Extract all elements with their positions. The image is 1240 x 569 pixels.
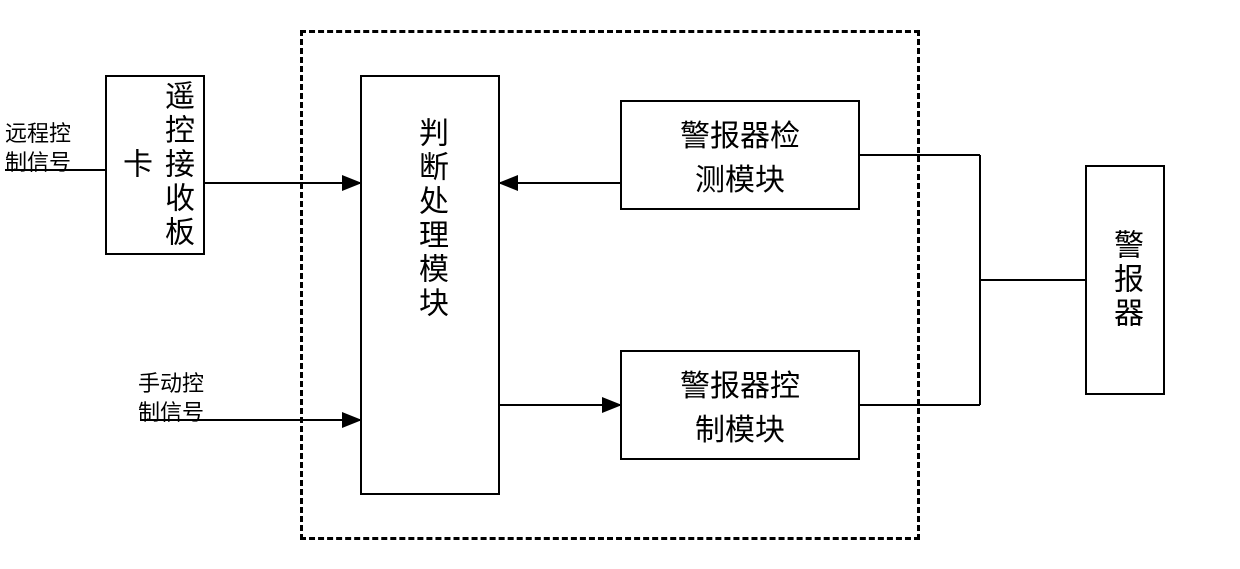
detect-module-text: 警报器检 测模块 — [680, 111, 800, 199]
remote-signal-label: 远程控 制信号 — [5, 120, 80, 170]
detect-line1: 警报器检 — [680, 120, 800, 153]
manual-signal-line1: 手动控 — [138, 371, 204, 396]
remote-signal-line2: 制信号 — [5, 150, 71, 175]
manual-signal-label: 手动控 制信号 — [138, 370, 213, 420]
alarm-box: 警报器 — [1085, 165, 1165, 395]
control-line1: 警报器控 — [680, 370, 800, 403]
detect-module-box: 警报器检 测模块 — [620, 100, 860, 210]
alarm-text: 警报器 — [1104, 229, 1146, 331]
control-module-text: 警报器控 制模块 — [680, 361, 800, 449]
control-module-box: 警报器控 制模块 — [620, 350, 860, 460]
control-line2: 制模块 — [695, 414, 785, 447]
receiver-card-box: 遥控接收板卡 — [105, 75, 205, 255]
remote-signal-line1: 远程控 — [5, 121, 71, 146]
judge-module-box: 判断处理模块 — [360, 75, 500, 495]
detect-line2: 测模块 — [695, 164, 785, 197]
manual-signal-line2: 制信号 — [138, 400, 204, 425]
diagram-canvas: 远程控 制信号 手动控 制信号 遥控接收板卡 判断处理模块 警报器检 测模块 警… — [0, 0, 1240, 569]
judge-module-text: 判断处理模块 — [409, 117, 451, 321]
receiver-card-text: 遥控接收板卡 — [113, 77, 197, 253]
